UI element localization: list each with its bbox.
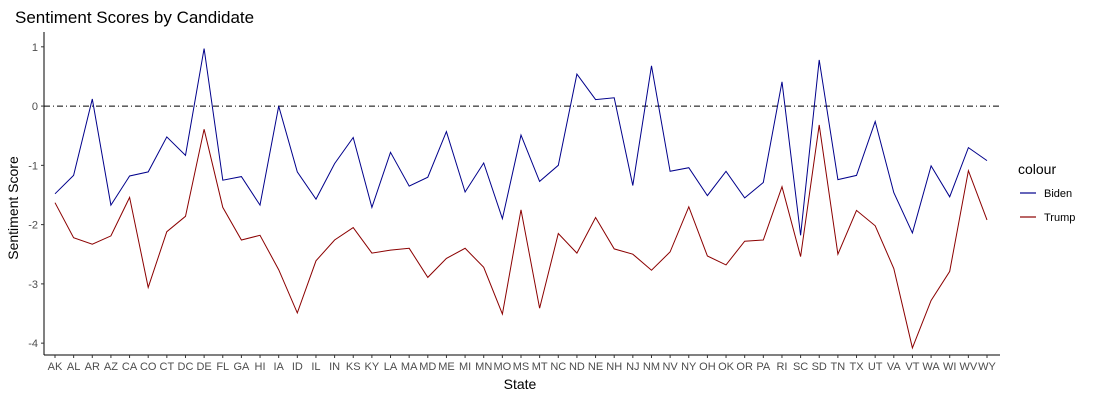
x-tick-label: WV <box>959 361 977 373</box>
x-tick-label: CA <box>122 361 138 373</box>
x-tick-label: SD <box>812 361 827 373</box>
x-tick-label: CT <box>160 361 175 373</box>
plot-area: 1 0 -1 -2 -3 -4 AK AL AR AZ CA CO CT DC DE FL GA HI IA ID I… <box>28 32 1000 373</box>
x-tick-label: WY <box>978 361 996 373</box>
x-tick-label: KS <box>346 361 361 373</box>
x-tick-label: HI <box>255 361 266 373</box>
y-axis-title: Sentiment Score <box>5 156 21 260</box>
x-tick-label: AL <box>67 361 80 373</box>
y-tick-label: -2 <box>28 220 38 232</box>
legend-label-trump: Trump <box>1044 212 1075 224</box>
y-tick-label: 0 <box>32 101 38 113</box>
x-tick-label: VT <box>905 361 919 373</box>
x-tick-label: WA <box>922 361 940 373</box>
x-tick-label: OH <box>699 361 716 373</box>
x-tick-label: TN <box>831 361 846 373</box>
x-tick-label: FL <box>216 361 229 373</box>
y-tick-label: -3 <box>28 279 38 291</box>
x-tick-label: WI <box>943 361 956 373</box>
x-tick-label: NJ <box>626 361 639 373</box>
series-line-trump <box>54 124 988 350</box>
legend-title: colour <box>1018 161 1056 177</box>
x-axis-ticks: AK AL AR AZ CA CO CT DC DE FL GA HI IA ID IL IN KS KY LA MA… <box>48 355 997 373</box>
x-tick-label: MA <box>401 361 418 373</box>
x-tick-label: ND <box>569 361 585 373</box>
x-tick-label: VA <box>887 361 902 373</box>
x-tick-label: NE <box>588 361 603 373</box>
x-tick-label: AK <box>48 361 63 373</box>
x-tick-label: IN <box>329 361 340 373</box>
series-lines <box>54 48 988 350</box>
x-tick-label: MS <box>513 361 530 373</box>
x-tick-label: ME <box>438 361 455 373</box>
y-axis-ticks: 1 0 -1 -2 -3 -4 <box>28 42 44 350</box>
x-tick-label: ID <box>292 361 303 373</box>
x-tick-label: CO <box>140 361 157 373</box>
x-tick-label: AZ <box>104 361 118 373</box>
x-axis-title: State <box>504 376 537 392</box>
x-tick-label: NC <box>550 361 566 373</box>
x-tick-label: NH <box>606 361 622 373</box>
x-tick-label: SC <box>793 361 808 373</box>
x-tick-label: IL <box>311 361 320 373</box>
x-tick-label: DC <box>178 361 194 373</box>
legend-items: Biden Trump <box>1020 188 1075 224</box>
y-tick-label: -1 <box>28 160 38 172</box>
x-tick-label: MT <box>532 361 548 373</box>
y-tick-label: -4 <box>28 338 38 350</box>
legend: colour Biden Trump <box>1018 161 1075 224</box>
x-tick-label: IA <box>273 361 284 373</box>
series-line-biden <box>54 48 988 236</box>
x-tick-label: MD <box>419 361 436 373</box>
chart-title: Sentiment Scores by Candidate <box>15 8 254 27</box>
x-tick-label: MO <box>493 361 511 373</box>
x-tick-label: MI <box>459 361 471 373</box>
x-tick-label: OK <box>718 361 735 373</box>
x-tick-label: UT <box>868 361 883 373</box>
x-tick-label: NV <box>662 361 678 373</box>
y-tick-label: 1 <box>32 42 38 54</box>
x-tick-label: RI <box>776 361 787 373</box>
x-tick-label: PA <box>756 361 771 373</box>
x-tick-label: TX <box>849 361 864 373</box>
x-tick-label: DE <box>196 361 211 373</box>
x-tick-label: AR <box>85 361 100 373</box>
x-tick-label: NM <box>643 361 660 373</box>
x-tick-label: OR <box>736 361 753 373</box>
x-tick-label: LA <box>384 361 398 373</box>
legend-label-biden: Biden <box>1044 188 1072 200</box>
x-tick-label: KY <box>365 361 380 373</box>
x-tick-label: GA <box>233 361 250 373</box>
x-tick-label: NY <box>681 361 697 373</box>
x-tick-label: MN <box>475 361 492 373</box>
